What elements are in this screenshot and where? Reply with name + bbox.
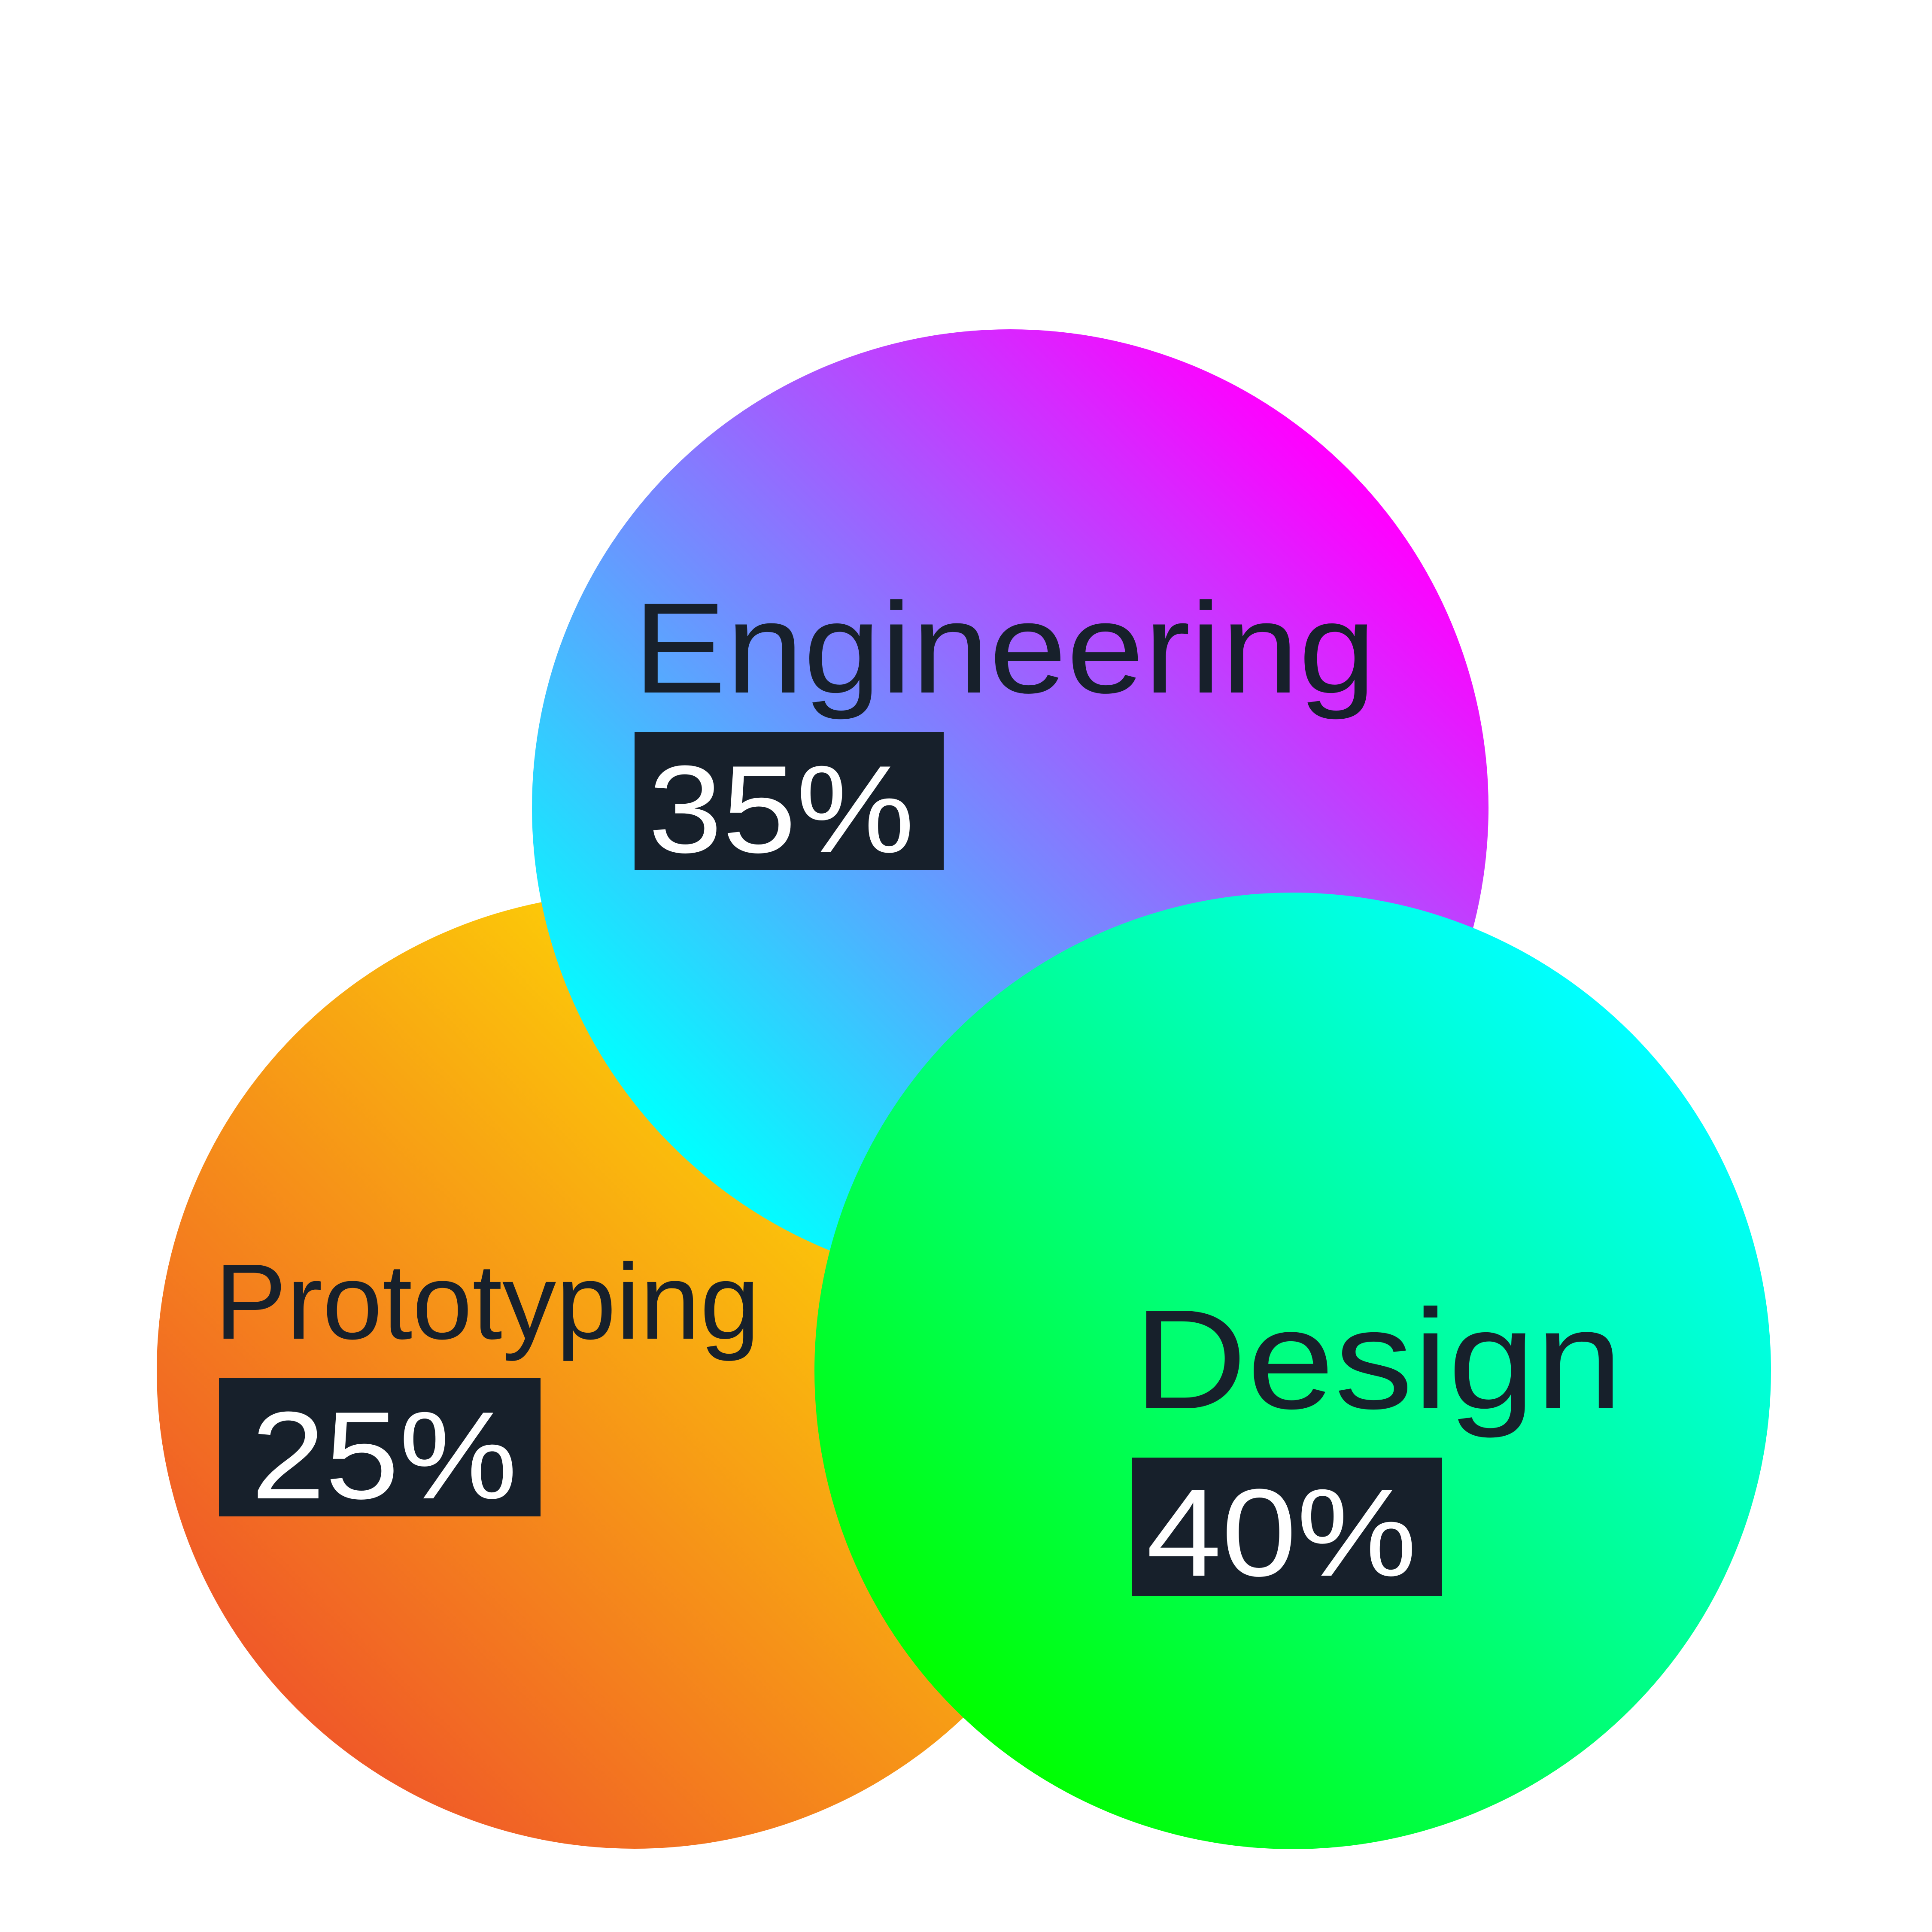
- design-percent: 40%: [1146, 1463, 1417, 1602]
- prototyping-percent-badge: [219, 1378, 541, 1516]
- engineering-percent-badge: [635, 732, 944, 870]
- engineering-percent: 35%: [648, 740, 914, 879]
- engineering-label: Engineering: [633, 576, 1376, 721]
- design-circle: [814, 893, 1771, 1849]
- design-label: Design: [1133, 1280, 1623, 1439]
- design-percent-badge: [1132, 1458, 1442, 1596]
- prototyping-percent: 25%: [251, 1386, 517, 1525]
- prototyping-label: Prototyping: [215, 1242, 760, 1361]
